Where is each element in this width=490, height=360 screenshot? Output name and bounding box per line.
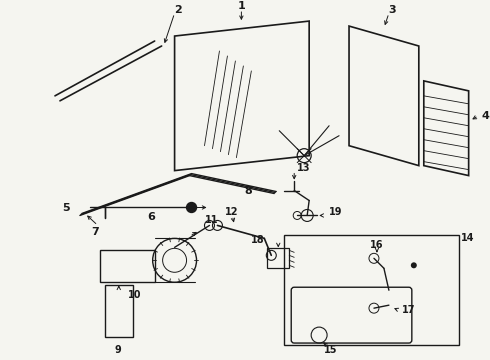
Text: 4: 4 xyxy=(482,111,490,121)
Circle shape xyxy=(187,203,196,212)
Bar xyxy=(268,248,289,268)
Text: 16: 16 xyxy=(370,240,384,250)
Text: 10: 10 xyxy=(128,290,141,300)
Text: 18: 18 xyxy=(251,235,264,246)
Text: 7: 7 xyxy=(91,228,98,237)
Text: 2: 2 xyxy=(174,5,181,15)
Text: 15: 15 xyxy=(324,345,338,355)
Text: 3: 3 xyxy=(388,5,396,15)
Text: 19: 19 xyxy=(329,207,343,217)
Text: 6: 6 xyxy=(147,212,156,222)
Bar xyxy=(105,285,133,337)
Text: 14: 14 xyxy=(461,233,474,243)
Bar xyxy=(100,250,155,282)
Bar xyxy=(284,235,459,345)
Text: 5: 5 xyxy=(62,203,70,213)
Text: 8: 8 xyxy=(245,185,252,195)
Text: 9: 9 xyxy=(114,345,121,355)
Text: 17: 17 xyxy=(402,305,416,315)
Text: 11: 11 xyxy=(204,215,218,225)
Text: 13: 13 xyxy=(297,163,311,172)
Text: 1: 1 xyxy=(238,1,245,11)
Circle shape xyxy=(411,262,417,268)
Text: 12: 12 xyxy=(224,207,238,217)
